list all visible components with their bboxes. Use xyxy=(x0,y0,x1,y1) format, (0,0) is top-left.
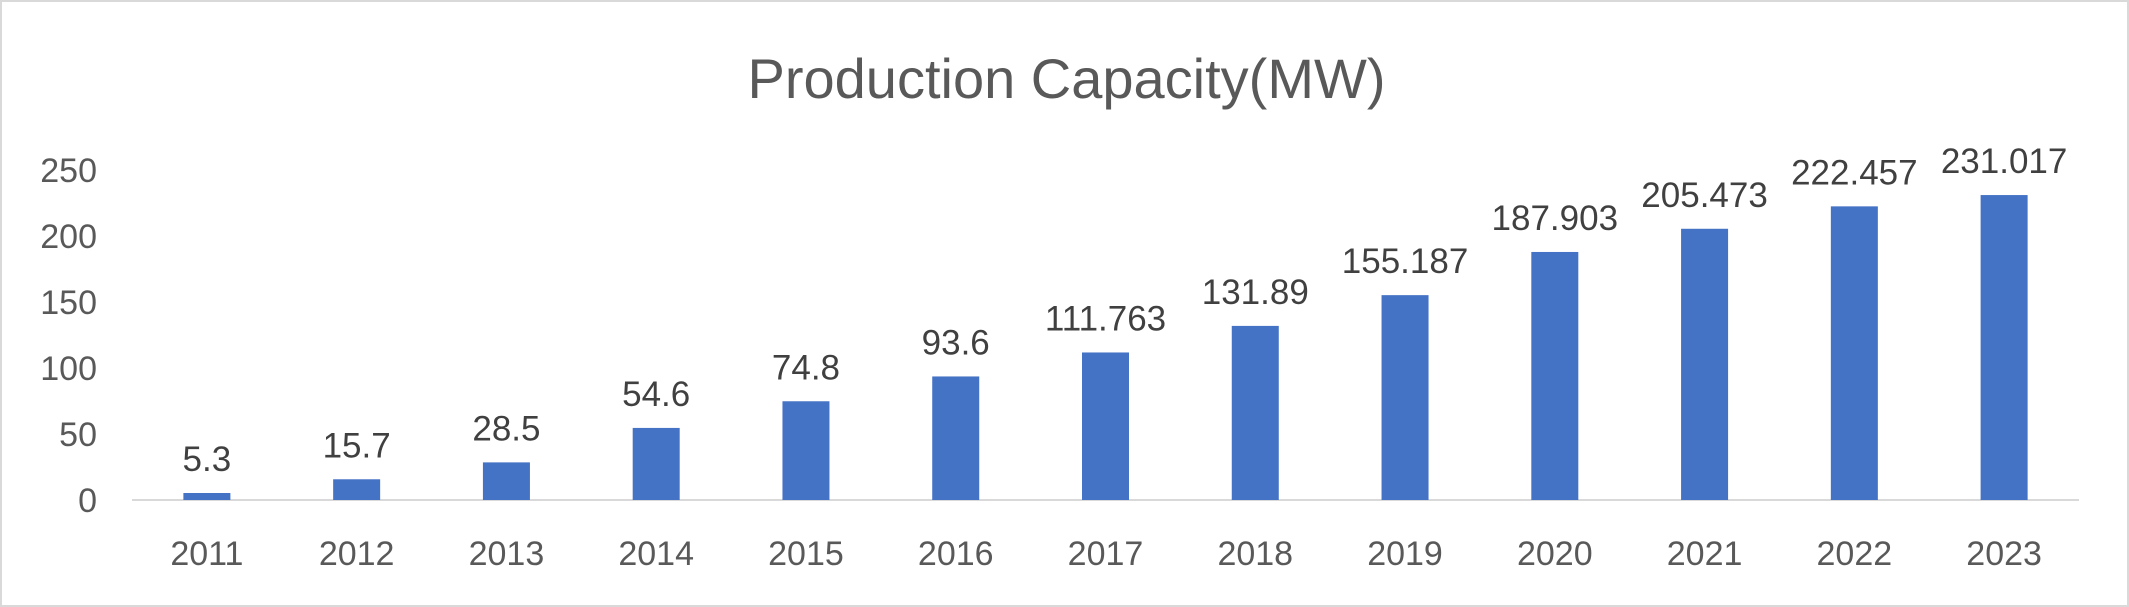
bar-2019 xyxy=(1381,295,1429,500)
data-label-2017: 111.763 xyxy=(1045,299,1166,338)
bar-2017 xyxy=(1082,352,1129,500)
y-tick-label: 250 xyxy=(40,152,97,190)
data-labels: 5.3 15.7 28.5 54.6 74.8 93.6 111.763 131.89 155.… xyxy=(183,142,2068,479)
data-label-2015: 74.8 xyxy=(772,348,840,387)
data-label-2014: 54.6 xyxy=(622,375,690,414)
x-tick-label-2016: 2016 xyxy=(918,535,994,573)
bar-2014 xyxy=(632,427,680,500)
x-tick-label-2014: 2014 xyxy=(618,535,694,573)
x-tick-label-2019: 2019 xyxy=(1367,535,1443,573)
data-label-2013: 28.5 xyxy=(472,409,540,448)
y-tick-label: 50 xyxy=(59,416,97,454)
y-tick-label: 100 xyxy=(40,350,97,388)
x-tick-label-2012: 2012 xyxy=(319,535,395,573)
data-label-2012: 15.7 xyxy=(323,426,391,465)
x-axis-ticks: 2011 2012 2013 2014 2015 2016 2017 2018 2019 2020… xyxy=(170,535,2042,573)
bar-2015 xyxy=(782,401,830,500)
bar-2021 xyxy=(1681,228,1729,500)
bar-2023 xyxy=(1980,195,2028,500)
data-label-2011: 5.3 xyxy=(183,440,232,479)
bars xyxy=(183,195,2028,501)
data-label-2020: 187.903 xyxy=(1492,199,1619,238)
bar-2016 xyxy=(932,376,980,500)
bar-2012 xyxy=(333,479,381,500)
y-tick-label: 0 xyxy=(78,482,97,520)
bar-2018 xyxy=(1231,325,1279,500)
y-tick-label: 150 xyxy=(40,284,97,322)
data-label-2023: 231.017 xyxy=(1941,142,2068,181)
x-tick-label-2017: 2017 xyxy=(1068,535,1144,573)
x-tick-label-2020: 2020 xyxy=(1517,535,1593,573)
data-label-2018: 131.89 xyxy=(1202,273,1309,312)
bar-2013 xyxy=(482,462,530,500)
x-tick-label-2022: 2022 xyxy=(1817,535,1893,573)
data-label-2016: 93.6 xyxy=(922,323,990,362)
bar-2022 xyxy=(1830,206,1878,501)
chart-title: Production Capacity(MW) xyxy=(747,47,1386,110)
x-tick-label-2021: 2021 xyxy=(1667,535,1743,573)
data-label-2019: 155.187 xyxy=(1342,242,1469,281)
y-tick-label: 200 xyxy=(40,218,97,256)
x-tick-label-2018: 2018 xyxy=(1217,535,1293,573)
data-label-2022: 222.457 xyxy=(1791,153,1918,192)
bar-2020 xyxy=(1531,251,1579,500)
x-tick-label-2013: 2013 xyxy=(469,535,545,573)
x-tick-label-2011: 2011 xyxy=(170,535,243,573)
x-tick-label-2023: 2023 xyxy=(1966,535,2042,573)
x-tick-label-2015: 2015 xyxy=(768,535,844,573)
y-axis-ticks: 0 50 100 150 200 250 xyxy=(40,152,97,520)
bar-2011 xyxy=(183,493,231,500)
data-label-2021: 205.473 xyxy=(1641,176,1768,215)
